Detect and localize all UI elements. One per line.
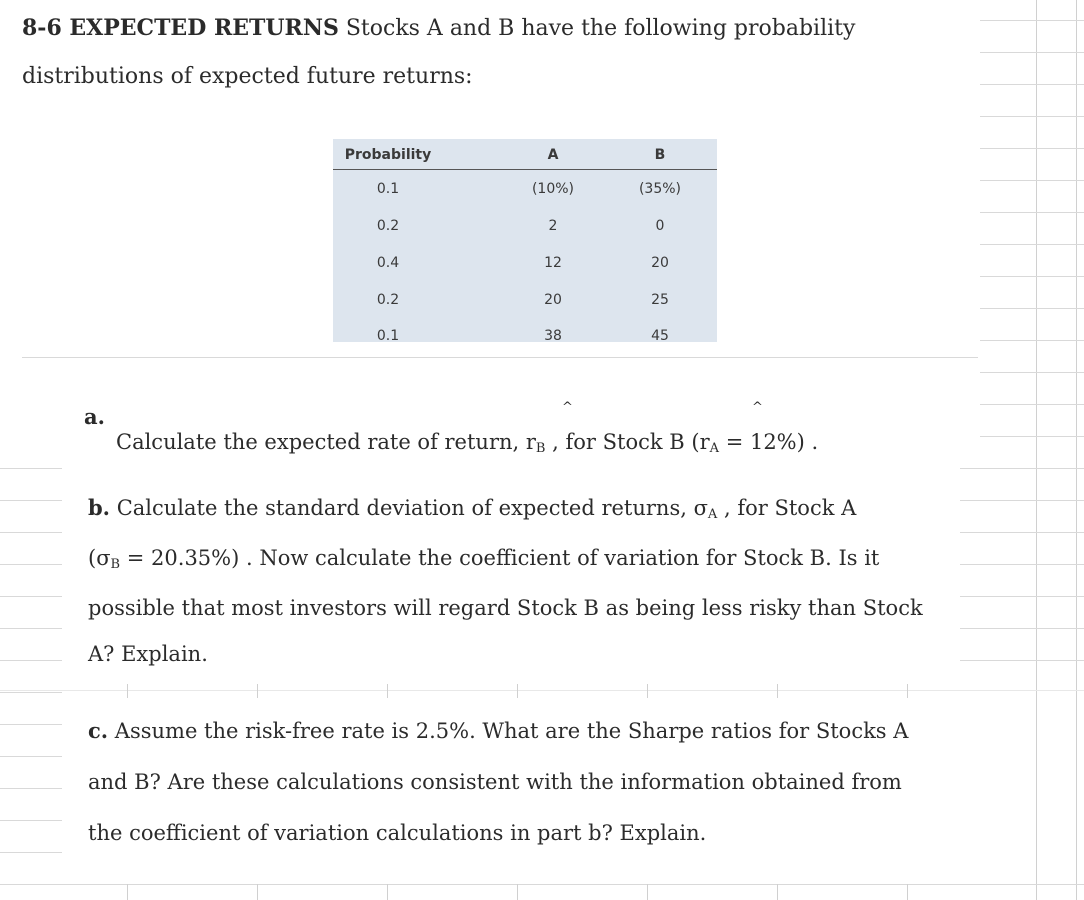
part-c-line3: the coefficient of variation calculation… — [88, 821, 707, 845]
table-cell: 20 — [651, 255, 669, 271]
part-c-line1: c. Assume the risk-free rate is 2.5%. Wh… — [88, 718, 908, 744]
part-b-text: (σ — [88, 546, 111, 570]
part-a-label: a. — [84, 404, 105, 429]
subscript-a: A — [709, 441, 719, 456]
part-a-question: Calculate the expected rate of return, r… — [116, 429, 818, 462]
part-c-label: c. — [88, 718, 109, 743]
table-cell: (10%) — [531, 181, 575, 197]
subscript-a: A — [707, 507, 718, 522]
table-cell: 0 — [655, 218, 665, 234]
intro-text-1: Stocks A and B have the following probab… — [345, 16, 856, 41]
table-cell: 0.4 — [376, 255, 400, 271]
table-header-b: B — [654, 147, 666, 163]
table-cell: 20 — [544, 292, 562, 308]
part-b-text: Calculate the standard deviation of expe… — [116, 496, 708, 520]
part-b-line1: b. Calculate the standard deviation of e… — [88, 495, 856, 528]
hat-symbol: ^ — [562, 400, 573, 415]
part-b-label: b. — [88, 495, 110, 520]
part-a-text: = 12%) . — [725, 430, 819, 454]
table-cell: 0.1 — [376, 181, 400, 197]
table-cell: 0.2 — [376, 218, 400, 234]
part-b-line2: (σB = 20.35%) . Now calculate the coeffi… — [88, 545, 879, 578]
part-c-text: Assume the risk-free rate is 2.5%. What … — [114, 719, 909, 743]
part-b-text: = 20.35%) . Now calculate the coefficien… — [126, 546, 880, 570]
table-cell: 2 — [548, 218, 558, 234]
table-cell: 25 — [651, 292, 669, 308]
problem-number: 8-6 EXPECTED RETURNS — [22, 15, 339, 41]
part-a-text: , for Stock B (r — [552, 430, 710, 454]
part-b-line4: A? Explain. — [88, 642, 208, 666]
subscript-b: B — [535, 441, 546, 456]
hat-symbol: ^ — [752, 400, 763, 415]
part-c-line2: and B? Are these calculations consistent… — [88, 770, 902, 794]
part-a-text: Calculate the expected rate of return, r — [116, 430, 536, 454]
table-header — [333, 139, 717, 170]
table-cell: 38 — [544, 328, 562, 342]
part-b-text: , for Stock A — [724, 496, 857, 520]
table-cell: 0.2 — [376, 292, 400, 308]
table-header-probability: Probability — [344, 147, 432, 163]
table-cell: 12 — [544, 255, 562, 271]
part-b-line3: possible that most investors will regard… — [88, 596, 923, 620]
problem-intro-line1: 8-6 EXPECTED RETURNS Stocks A and B have… — [22, 15, 855, 42]
problem-intro-line2: distributions of expected future returns… — [22, 64, 473, 89]
table-cell: (35%) — [638, 181, 682, 197]
table-cell: 0.1 — [376, 328, 400, 342]
subscript-b: B — [110, 557, 121, 572]
table-header-a: A — [547, 147, 559, 163]
table-cell: 45 — [651, 328, 669, 342]
probability-table: Probability A B 0.1 (10%) (35%) 0.2 2 0 … — [333, 139, 717, 342]
